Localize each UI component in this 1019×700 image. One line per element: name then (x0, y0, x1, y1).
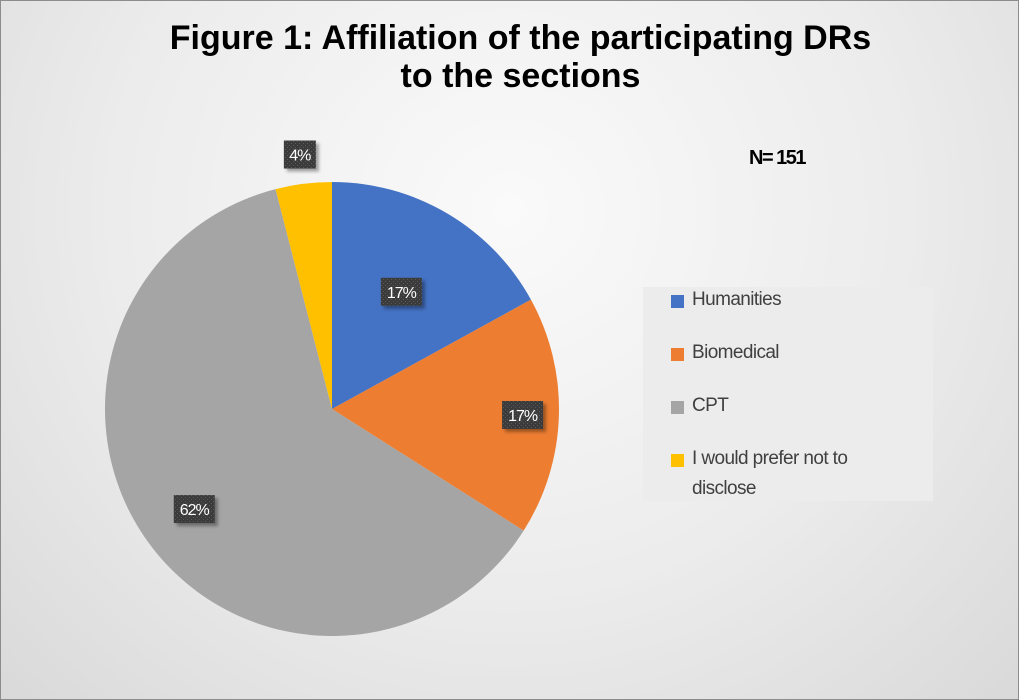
legend-swatch (671, 295, 684, 308)
pie-data-labels: 17% 17% 62% 4% (173, 140, 544, 524)
legend-item-biomedical: Biomedical (671, 342, 921, 368)
data-label-humanities: 17% (380, 277, 422, 306)
chart-title-line-1: Figure 1: Affiliation of the participati… (169, 19, 872, 57)
pie-slice-prefer-not-to-disclose (275, 182, 332, 409)
data-label-box (173, 495, 215, 524)
legend-label: Humanities (692, 289, 782, 310)
legend-label: Biomedical (692, 342, 780, 363)
legend-item-humanities: Humanities (671, 289, 921, 315)
data-label-text: 62% (180, 502, 210, 519)
legend-swatch (671, 348, 684, 361)
legend-item-cpt: CPT (671, 395, 921, 421)
legend-label: CPT (692, 395, 729, 416)
legend-swatch (671, 401, 684, 414)
pie-slice-humanities (332, 182, 531, 409)
data-label-text: 17% (508, 408, 538, 425)
legend: Humanities Biomedical CPT I would prefer… (643, 287, 933, 501)
data-label-box (502, 400, 544, 429)
data-label-text: 4% (289, 148, 311, 165)
data-label-biomedical: 17% (502, 400, 544, 429)
legend-item-prefer-not-to-disclose: I would prefer not to disclose (671, 448, 921, 504)
chart-title-line-2: to the sections (400, 57, 641, 95)
pie-slices (104, 182, 559, 637)
data-label-prefer-not-to-disclose: 4% (283, 140, 316, 169)
data-label-box (283, 140, 316, 169)
legend-label: I would prefer not to disclose (692, 448, 848, 499)
pie-slice-biomedical (332, 299, 559, 531)
data-label-text: 17% (387, 285, 417, 302)
legend-swatch (671, 454, 684, 467)
sample-size-note: N= 151 (749, 147, 807, 169)
data-label-box (380, 277, 422, 306)
chart-title: Figure 1: Affiliation of the participati… (1, 19, 1018, 95)
pie-slice-cpt (104, 189, 524, 637)
data-label-cpt: 62% (173, 495, 215, 524)
